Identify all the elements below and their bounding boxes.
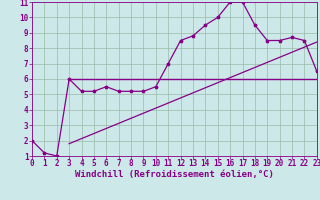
X-axis label: Windchill (Refroidissement éolien,°C): Windchill (Refroidissement éolien,°C)	[75, 170, 274, 179]
